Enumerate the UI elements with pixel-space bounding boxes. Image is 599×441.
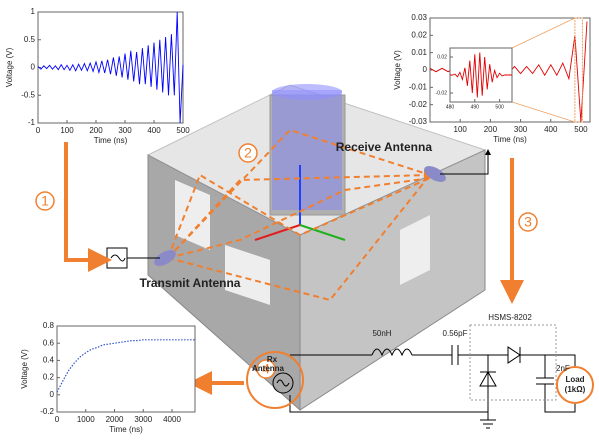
y-tick-label: -0.02 xyxy=(409,100,428,109)
y-tick-label: -0.01 xyxy=(409,82,428,91)
receive-label: Receive Antenna xyxy=(336,140,433,154)
source-label: Antenna xyxy=(252,364,285,373)
x-tick-label: 400 xyxy=(544,125,558,134)
x-tick-label: 2000 xyxy=(106,415,124,424)
y-tick-label: 0.02 xyxy=(437,54,447,60)
x-tick-label: 490 xyxy=(471,104,480,110)
inductor-label: 50nH xyxy=(372,329,391,338)
x-tick-label: 200 xyxy=(89,126,103,135)
load-label: Load xyxy=(565,375,584,384)
x-tick-label: 0 xyxy=(55,415,60,424)
x-tick-label: 100 xyxy=(454,125,468,134)
y-tick-label: 0.5 xyxy=(24,35,36,44)
shunt-capacitor-label: 2nF xyxy=(556,364,570,373)
x-axis-label: Time (ns) xyxy=(94,136,128,145)
transmit-label: Transmit Antenna xyxy=(140,276,241,290)
step-number: 3 xyxy=(524,214,532,230)
y-axis-label: Voltage (V) xyxy=(5,47,14,87)
diode-label: HSMS-8202 xyxy=(488,313,532,322)
y-tick-label: 0.2 xyxy=(43,373,55,382)
y-tick-label: 0.8 xyxy=(43,321,55,330)
y-tick-label: 0 xyxy=(50,390,55,399)
page: Receive Antenna Transmit Antenna 1 2 3 4… xyxy=(0,0,599,441)
y-tick-label: 0 xyxy=(423,65,428,74)
x-axis-label: Time (ns) xyxy=(493,135,527,144)
y-tick-label: 0.6 xyxy=(43,338,55,347)
y-tick-label: -0.03 xyxy=(409,117,428,126)
y-tick-label: 0.4 xyxy=(43,356,55,365)
x-tick-label: 500 xyxy=(495,104,504,110)
room-model xyxy=(148,84,485,410)
source-label: Rx xyxy=(267,355,278,364)
figure: Receive Antenna Transmit Antenna 1 2 3 4… xyxy=(0,0,599,441)
x-tick-label: 0 xyxy=(36,126,41,135)
x-tick-label: 300 xyxy=(118,126,132,135)
y-tick-label: 0.02 xyxy=(411,30,427,39)
x-tick-label: 500 xyxy=(176,126,190,135)
y-tick-label: -0.2 xyxy=(40,407,54,416)
y-tick-label: 0.01 xyxy=(411,48,427,57)
y-tick-label: -0.5 xyxy=(21,90,35,99)
capacitor-label: 0.56pF xyxy=(443,329,468,338)
y-tick-label: 1 xyxy=(31,7,36,16)
x-tick-label: 200 xyxy=(484,125,498,134)
x-tick-label: 3000 xyxy=(134,415,152,424)
y-axis-label: Voltage (V) xyxy=(20,349,29,389)
x-tick-label: 480 xyxy=(446,104,455,110)
load-label: (1kΩ) xyxy=(565,385,586,394)
y-tick-label: 0.03 xyxy=(411,13,427,22)
plot-area xyxy=(57,326,195,412)
x-axis-label: Time (ns) xyxy=(109,425,143,434)
step-number: 1 xyxy=(41,193,49,209)
step-number: 2 xyxy=(244,145,252,161)
x-tick-label: 100 xyxy=(60,126,74,135)
y-tick-label: -1 xyxy=(28,118,36,127)
y-tick-label: 0 xyxy=(31,63,36,72)
x-tick-label: 400 xyxy=(147,126,161,135)
x-tick-label: 4000 xyxy=(163,415,181,424)
x-tick-label: 300 xyxy=(514,125,528,134)
x-tick-label: 1000 xyxy=(77,415,95,424)
y-axis-label: Voltage (V) xyxy=(393,50,402,90)
y-tick-label: -0.02 xyxy=(436,90,448,96)
x-tick-label: 500 xyxy=(574,125,588,134)
